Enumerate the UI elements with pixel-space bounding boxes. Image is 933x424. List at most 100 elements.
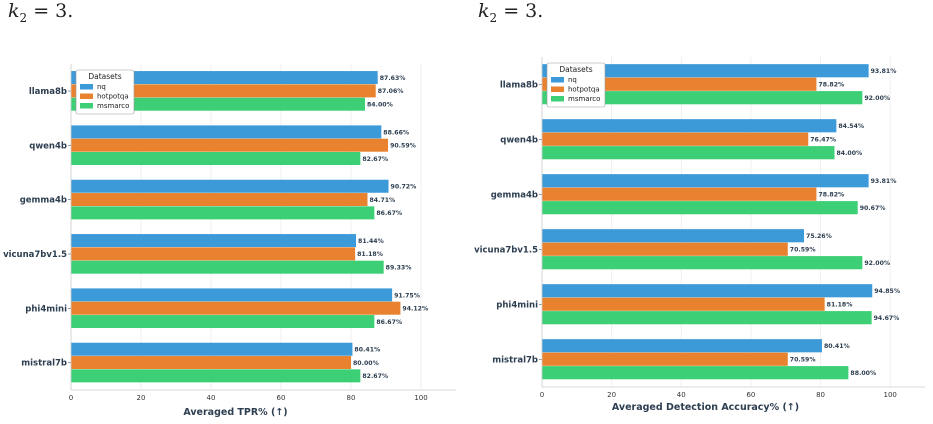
x-tick-label: 20 <box>137 394 146 402</box>
category-label-gemma4b: gemma4b <box>20 196 67 206</box>
legend-label-hotpotqa: hotpotqa <box>97 93 129 101</box>
category-label-gemma4b: gemma4b <box>491 190 538 200</box>
x-axis-label: Averaged Detection Accuracy% (↑) <box>612 402 799 413</box>
value-label: 84.00% <box>836 150 862 157</box>
bar-llama8b-msmarco <box>542 91 863 105</box>
bar-vicuna7bv1-5-nq <box>542 229 805 243</box>
legend-swatch-hotpotqa <box>551 86 564 92</box>
value-label: 81.18% <box>357 251 383 258</box>
bar-mistral7b-hotpotqa <box>542 352 788 366</box>
bar-mistral7b-msmarco <box>542 366 849 380</box>
bar-qwen4b-hotpotqa <box>71 138 389 152</box>
x-tick-label: 80 <box>816 391 825 399</box>
legend-title: Datasets <box>88 72 121 81</box>
bar-llama8b-nq <box>542 64 869 78</box>
value-label: 84.54% <box>838 123 864 130</box>
bar-mistral7b-msmarco <box>71 369 361 383</box>
bar-qwen4b-nq <box>71 125 382 139</box>
bar-phi4mini-hotpotqa <box>542 297 825 311</box>
legend-label-msmarco: msmarco <box>568 95 600 103</box>
value-label: 94.67% <box>874 315 900 322</box>
value-label: 92.00% <box>864 260 890 267</box>
legend-swatch-msmarco <box>551 96 564 102</box>
category-label-phi4mini: phi4mini <box>496 300 538 310</box>
bar-llama8b-msmarco <box>71 97 365 111</box>
caption-right: k2 = 3. <box>478 0 544 25</box>
value-label: 80.00% <box>353 360 379 367</box>
value-label: 80.41% <box>354 347 380 354</box>
bar-phi4mini-nq <box>542 284 873 298</box>
detection-accuracy-chart: 93.81% 78.82% 92.00% llama8b 84.54%76.47%84.… <box>474 57 925 413</box>
value-label: 91.75% <box>394 292 420 299</box>
value-label: 70.59% <box>790 247 816 254</box>
category-label-llama8b: llama8b <box>500 80 538 90</box>
value-label: 93.81% <box>871 178 897 185</box>
value-label: 84.71% <box>369 197 395 204</box>
caption-left: k2 = 3. <box>8 0 74 25</box>
value-label: 82.67% <box>362 156 388 163</box>
bar-phi4mini-msmarco <box>71 315 375 329</box>
x-tick-label: 40 <box>677 391 686 399</box>
value-label: 90.72% <box>391 184 417 191</box>
bar-phi4mini-hotpotqa <box>71 301 401 315</box>
value-label: 88.00% <box>850 370 876 377</box>
bar-vicuna7bv1-5-msmarco <box>71 260 384 274</box>
legend-swatch-nq <box>551 77 564 83</box>
value-label: 88.66% <box>383 129 409 136</box>
legend-title: Datasets <box>559 65 592 74</box>
bar-gemma4b-hotpotqa <box>542 187 817 201</box>
value-label: 94.85% <box>874 288 900 295</box>
bar-vicuna7bv1-5-nq <box>71 234 357 248</box>
x-tick-label: 100 <box>414 394 427 402</box>
bar-qwen4b-hotpotqa <box>542 132 809 146</box>
x-tick-label: 40 <box>207 394 216 402</box>
legend-label-hotpotqa: hotpotqa <box>568 86 600 94</box>
bar-vicuna7bv1-5-msmarco <box>542 256 863 270</box>
value-label: 81.18% <box>827 302 853 309</box>
category-label-llama8b: llama8b <box>29 87 67 97</box>
legend-swatch-msmarco <box>80 103 93 109</box>
value-label: 93.81% <box>871 68 897 75</box>
category-label-phi4mini: phi4mini <box>25 304 67 314</box>
value-label: 86.67% <box>376 319 402 326</box>
bar-mistral7b-nq <box>71 342 353 356</box>
value-label: 81.44% <box>358 238 384 245</box>
tpr-chart: 87.63%87.06%84.00%llama8b88.66%90.59%82.… <box>3 64 456 418</box>
legend-swatch-nq <box>80 84 93 90</box>
x-tick-label: 60 <box>746 391 755 399</box>
bar-qwen4b-msmarco <box>542 146 835 160</box>
legend-label-nq: nq <box>97 83 106 91</box>
value-label: 87.06% <box>378 88 404 95</box>
legend-swatch-hotpotqa <box>80 93 93 99</box>
legend-label-nq: nq <box>568 76 577 84</box>
bar-vicuna7bv1-5-hotpotqa <box>71 247 356 261</box>
bar-vicuna7bv1-5-hotpotqa <box>542 242 788 256</box>
bar-mistral7b-nq <box>542 339 822 353</box>
value-label: 78.82% <box>818 82 844 89</box>
bar-gemma4b-msmarco <box>542 201 858 215</box>
bar-gemma4b-nq <box>542 174 869 188</box>
x-axis-label: Averaged TPR% (↑) <box>183 407 287 418</box>
bar-qwen4b-nq <box>542 119 837 133</box>
x-tick-label: 100 <box>883 391 896 399</box>
legend-label-msmarco: msmarco <box>97 102 129 110</box>
value-label: 70.59% <box>790 357 816 364</box>
x-tick-label: 0 <box>69 394 73 402</box>
category-label-qwen4b: qwen4b <box>29 141 67 151</box>
value-label: 90.67% <box>860 205 886 212</box>
value-label: 90.59% <box>390 143 416 150</box>
value-label: 82.67% <box>362 373 388 380</box>
bar-gemma4b-hotpotqa <box>71 193 368 207</box>
x-tick-label: 20 <box>607 391 616 399</box>
value-label: 75.26% <box>806 233 832 240</box>
category-label-mistral7b: mistral7b <box>492 355 538 365</box>
bar-llama8b-nq <box>71 71 378 85</box>
value-label: 76.47% <box>810 137 836 144</box>
bar-gemma4b-msmarco <box>71 206 375 220</box>
bar-phi4mini-nq <box>71 288 393 302</box>
value-label: 94.12% <box>402 306 428 313</box>
bar-llama8b-hotpotqa <box>542 77 817 91</box>
x-tick-label: 60 <box>277 394 286 402</box>
value-label: 92.00% <box>864 95 890 102</box>
